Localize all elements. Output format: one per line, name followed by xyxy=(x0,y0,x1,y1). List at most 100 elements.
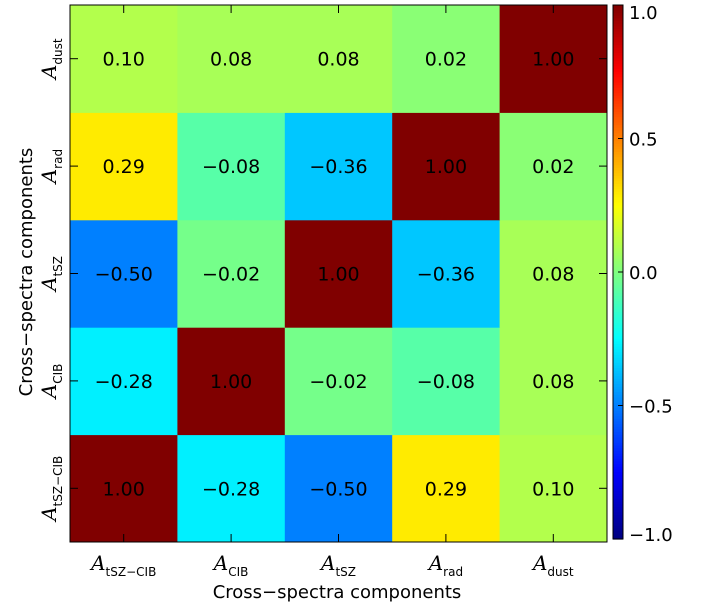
colorbar-segment xyxy=(613,106,623,110)
colorbar-segment xyxy=(613,490,623,495)
colorbar-segment xyxy=(613,424,623,428)
colorbar-segment xyxy=(613,304,623,308)
colorbar-segment xyxy=(613,109,623,113)
cell-value-label: 0.08 xyxy=(532,264,574,286)
colorbar-segment xyxy=(613,421,623,425)
colorbar-segment xyxy=(613,154,623,158)
colorbar-segment xyxy=(613,461,623,465)
colorbar-segment xyxy=(613,392,623,396)
colorbar-segment xyxy=(613,261,623,265)
colorbar-segment xyxy=(613,149,623,153)
heatmap-cells: 1.00 −0.28 −0.50 0.29 0.10 −0.28 1.00 −0.02 −0.0… xyxy=(70,5,608,543)
colorbar-segment xyxy=(613,226,623,230)
colorbar-segment xyxy=(613,215,623,220)
y-tick-label: ACIB xyxy=(37,364,65,401)
colorbar-segment xyxy=(613,205,623,209)
colorbar-segment xyxy=(613,282,623,286)
cell-value-label: −0.28 xyxy=(95,371,153,393)
colorbar-segment xyxy=(613,37,623,41)
cell-value-label: 1.00 xyxy=(317,264,359,286)
colorbar-segment xyxy=(613,263,623,268)
colorbar-segment xyxy=(613,400,623,404)
colorbar-segment xyxy=(613,175,623,180)
colorbar-segment xyxy=(613,330,623,335)
colorbar-segment xyxy=(613,357,623,361)
heatmap-cell xyxy=(70,434,178,543)
colorbar-segment xyxy=(613,29,623,33)
colorbar-segment xyxy=(613,520,623,524)
colorbar-segment xyxy=(613,450,623,455)
cell-value-label: 0.10 xyxy=(103,49,145,71)
colorbar-segment xyxy=(613,445,623,449)
colorbar-segment xyxy=(613,528,623,532)
heatmap-cell xyxy=(499,327,608,436)
colorbar-segment xyxy=(613,223,623,228)
colorbar-segment xyxy=(613,229,623,233)
colorbar-segment xyxy=(613,362,623,367)
colorbar-segment xyxy=(613,504,623,508)
colorbar-segment xyxy=(613,50,623,54)
y-tick-label: Adust xyxy=(37,38,65,81)
cell-value-label: 0.29 xyxy=(103,156,145,178)
colorbar-segment xyxy=(613,328,623,332)
colorbar-tick-label: −1.0 xyxy=(629,525,673,546)
colorbar-segment xyxy=(613,341,623,345)
colorbar-segment xyxy=(613,181,623,185)
colorbar-segment xyxy=(613,114,623,118)
colorbar-segment xyxy=(613,432,623,436)
colorbar-segment xyxy=(613,338,623,343)
x-tick-label: ACIB xyxy=(212,551,249,579)
cell-value-label: −0.08 xyxy=(417,371,475,393)
colorbar-segment xyxy=(613,458,623,463)
colorbar-segment xyxy=(613,151,623,156)
colorbar-segment xyxy=(613,103,623,108)
heatmap-cell xyxy=(499,5,608,113)
colorbar-segment xyxy=(613,178,623,182)
colorbar-segment xyxy=(613,309,623,313)
colorbar-segment xyxy=(613,141,623,145)
heatmap-cell xyxy=(284,327,393,436)
colorbar-segment xyxy=(613,474,623,479)
colorbar-segment xyxy=(613,488,623,492)
colorbar-segment xyxy=(613,314,623,318)
colorbar-segment xyxy=(613,7,623,11)
colorbar-segment xyxy=(613,416,623,420)
colorbar-segment xyxy=(613,320,623,324)
heatmap-cell xyxy=(70,219,178,328)
cell-value-label: 1.00 xyxy=(210,371,252,393)
heatmap-cell xyxy=(70,112,178,221)
colorbar-segment xyxy=(613,368,623,372)
colorbar-segment xyxy=(613,434,623,439)
colorbar-segment xyxy=(613,111,623,116)
colorbar-segment xyxy=(613,288,623,292)
colorbar-segment xyxy=(613,143,623,148)
colorbar-segment xyxy=(613,312,623,316)
colorbar-segment xyxy=(613,405,623,409)
colorbar-segment xyxy=(613,442,623,447)
colorbar-segment xyxy=(613,133,623,137)
colorbar-segment xyxy=(613,525,623,529)
colorbar-segment xyxy=(613,384,623,388)
colorbar-segment xyxy=(613,255,623,260)
x-tick-label: AtSZ xyxy=(319,551,356,579)
heatmap-cell xyxy=(177,327,286,436)
heatmap-cell xyxy=(177,112,286,221)
colorbar: 1.0 0.5 0.0 −0.5 −1.0 xyxy=(612,3,673,546)
colorbar-segment xyxy=(613,448,623,452)
colorbar-segment xyxy=(613,239,623,244)
colorbar-segment xyxy=(613,506,623,511)
colorbar-segment xyxy=(613,277,623,281)
colorbar-segment xyxy=(613,290,623,294)
colorbar-segment xyxy=(613,221,623,225)
colorbar-segment xyxy=(613,117,623,121)
colorbar-segment xyxy=(613,207,623,212)
colorbar-segment xyxy=(613,66,623,70)
colorbar-segment xyxy=(613,429,623,433)
colorbar-segment xyxy=(613,456,623,460)
colorbar-segment xyxy=(613,167,623,172)
colorbar-segment xyxy=(613,31,623,35)
colorbar-segment xyxy=(613,464,623,468)
colorbar-segment xyxy=(613,413,623,417)
colorbar-segment xyxy=(613,365,623,369)
heatmap-cell xyxy=(499,434,608,543)
